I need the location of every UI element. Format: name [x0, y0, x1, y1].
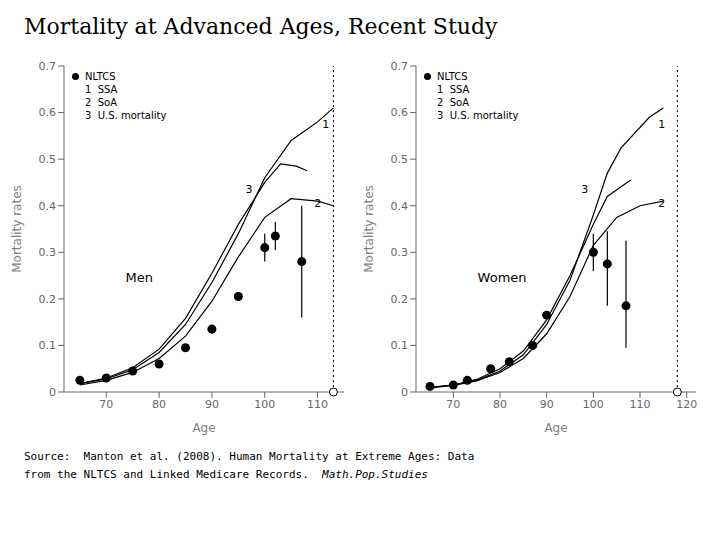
svg-text:80: 80 — [493, 398, 507, 411]
svg-text:0: 0 — [49, 386, 56, 399]
svg-text:0.6: 0.6 — [391, 106, 409, 119]
svg-text:1: 1 — [322, 118, 329, 131]
svg-text:1: 1 — [658, 118, 665, 131]
svg-text:0.4: 0.4 — [391, 200, 409, 213]
svg-text:0.3: 0.3 — [39, 246, 57, 259]
html-text:2 SoA: 2 SoA — [437, 97, 469, 108]
svg-text:70: 70 — [99, 398, 113, 411]
svg-text:Mortality rates: Mortality rates — [362, 185, 376, 273]
svg-text:0.3: 0.3 — [391, 246, 409, 259]
svg-text:100: 100 — [254, 398, 275, 411]
html-text:3 U.S. mortality: 3 U.S. mortality — [85, 110, 167, 121]
svg-text:110: 110 — [630, 398, 651, 411]
svg-text:Mortality rates: Mortality rates — [10, 185, 24, 273]
svg-text:90: 90 — [540, 398, 554, 411]
html-text:Men: Men — [125, 269, 154, 285]
html-text:Women: Women — [477, 269, 527, 285]
svg-text:0.1: 0.1 — [391, 339, 409, 352]
svg-text:100: 100 — [583, 398, 604, 411]
svg-text:110: 110 — [307, 398, 328, 411]
svg-text:2: 2 — [658, 197, 665, 210]
svg-text:90: 90 — [205, 398, 219, 411]
svg-text:80: 80 — [152, 398, 166, 411]
svg-text:0.7: 0.7 — [39, 60, 57, 73]
html-text:NLTCS: NLTCS — [85, 71, 116, 82]
svg-text:0.5: 0.5 — [39, 153, 57, 166]
html-text:1 SSA: 1 SSA — [85, 84, 118, 95]
svg-text:0.4: 0.4 — [39, 200, 57, 213]
html-text:1 SSA: 1 SSA — [437, 84, 470, 95]
svg-text:70: 70 — [446, 398, 460, 411]
svg-text:3: 3 — [246, 183, 253, 196]
svg-text:0.2: 0.2 — [39, 293, 57, 306]
svg-text:2: 2 — [314, 197, 321, 210]
svg-text:0.1: 0.1 — [39, 339, 57, 352]
html-text:Mortality at Advanced Ages, Re: Mortality at Advanced Ages, Recent Study — [24, 14, 498, 39]
html-text:from the NLTCS and Linked Medi: from the NLTCS and Linked Medicare Recor… — [24, 468, 428, 481]
html-text:3 U.S. mortality: 3 U.S. mortality — [437, 110, 519, 121]
svg-text:0.6: 0.6 — [39, 106, 57, 119]
svg-text:Age: Age — [192, 421, 215, 435]
svg-text:3: 3 — [581, 183, 588, 196]
html-text:2 SoA: 2 SoA — [85, 97, 117, 108]
svg-text:Age: Age — [544, 421, 567, 435]
html-text:Source: Manton et al. (2008).: Source: Manton et al. (2008). Human Mort… — [24, 450, 475, 463]
svg-text:120: 120 — [676, 398, 697, 411]
svg-text:0.2: 0.2 — [391, 293, 409, 306]
svg-text:0.7: 0.7 — [391, 60, 409, 73]
svg-text:0: 0 — [401, 386, 408, 399]
html-text:NLTCS: NLTCS — [437, 71, 468, 82]
svg-text:0.5: 0.5 — [391, 153, 409, 166]
